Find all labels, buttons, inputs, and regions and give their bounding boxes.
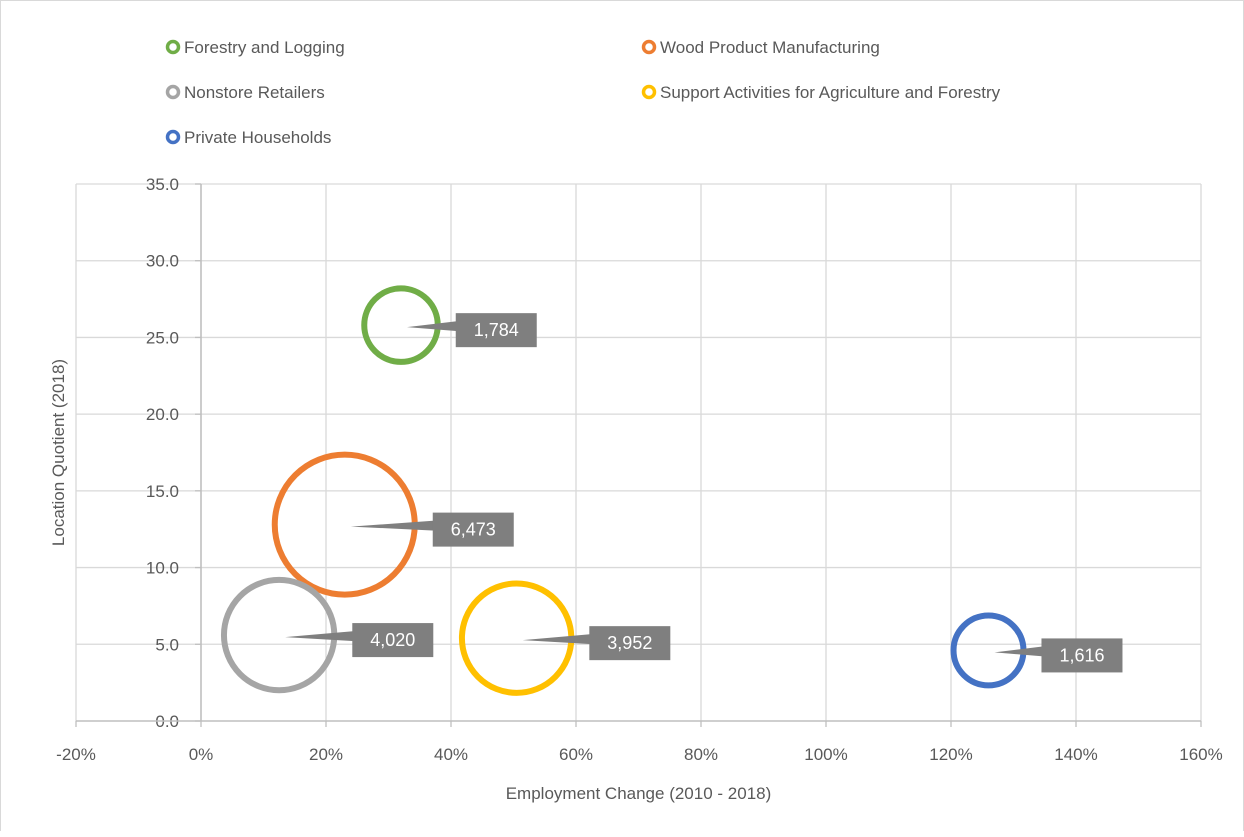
x-tick-label: 140% xyxy=(1054,745,1097,764)
legend-marker xyxy=(165,39,181,55)
x-tick-label: 40% xyxy=(434,745,468,764)
data-label-box xyxy=(432,512,514,547)
y-tick-label: 10.0 xyxy=(146,559,179,578)
data-label: 1,616 xyxy=(1059,645,1104,665)
data-label-pointer xyxy=(285,631,355,642)
data-labels: 1,784 6,473 4,020 3,952 1,616 xyxy=(285,313,1123,673)
y-tick-label: 15.0 xyxy=(146,482,179,501)
data-label-box xyxy=(455,313,537,348)
legend-marker xyxy=(641,39,657,55)
data-label-box xyxy=(352,623,434,658)
grid xyxy=(75,183,1202,721)
data-label-box xyxy=(1041,638,1123,673)
data-label: 6,473 xyxy=(451,520,496,540)
x-tick-label: 20% xyxy=(309,745,343,764)
legend-label: Nonstore Retailers xyxy=(184,83,325,102)
data-label-pointer xyxy=(407,321,458,332)
y-tick-label: 30.0 xyxy=(146,252,179,271)
x-axis-title: Employment Change (2010 - 2018) xyxy=(506,784,772,803)
x-tick-label: 60% xyxy=(559,745,593,764)
data-label: 1,784 xyxy=(474,320,519,340)
data-label-pointer xyxy=(522,634,592,645)
legend-label: Forestry and Logging xyxy=(184,38,345,57)
legend-marker xyxy=(641,84,657,100)
x-tick-label: 160% xyxy=(1179,745,1222,764)
legend: Forestry and Logging Wood Product Manufac… xyxy=(165,38,1001,147)
axes: 0.05.010.015.020.025.030.035.0-20% 0% 20% 4… xyxy=(56,175,1223,764)
y-tick-label: 35.0 xyxy=(146,175,179,194)
y-axis-title: Location Quotient (2018) xyxy=(49,359,68,546)
x-tick-label: 100% xyxy=(804,745,847,764)
x-tick-label: 80% xyxy=(684,745,718,764)
data-label: 3,952 xyxy=(607,633,652,653)
y-tick-label: 20.0 xyxy=(146,405,179,424)
legend-label: Support Activities for Agriculture and F… xyxy=(660,83,1001,102)
x-tick-label: 120% xyxy=(929,745,972,764)
data-label-pointer xyxy=(994,646,1044,657)
legend-marker xyxy=(165,129,181,145)
data-label-pointer xyxy=(350,520,435,531)
y-tick-label: 5.0 xyxy=(155,635,179,654)
legend-label: Wood Product Manufacturing xyxy=(660,38,880,57)
x-tick-label: -20% xyxy=(56,745,96,764)
x-tick-label: 0% xyxy=(189,745,214,764)
legend-label: Private Households xyxy=(184,128,331,147)
data-label-box xyxy=(589,626,671,661)
data-label: 4,020 xyxy=(370,630,415,650)
y-tick-label: 25.0 xyxy=(146,328,179,347)
legend-marker xyxy=(165,84,181,100)
